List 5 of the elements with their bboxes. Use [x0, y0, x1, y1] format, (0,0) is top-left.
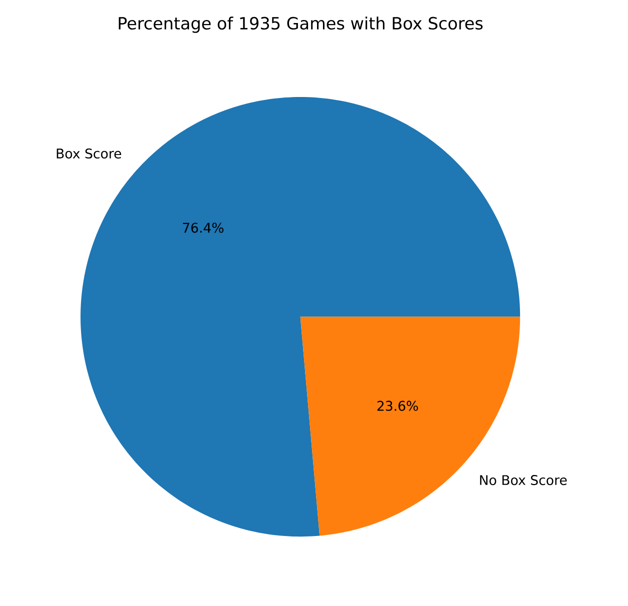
slice-label: Box Score: [56, 148, 122, 159]
slice-label: No Box Score: [480, 475, 567, 486]
data-label: 23.6%: [377, 400, 418, 411]
chart-title: Percentage of 1935 Games with Box Scores: [118, 16, 483, 33]
data-label: 76.4%: [183, 222, 224, 233]
